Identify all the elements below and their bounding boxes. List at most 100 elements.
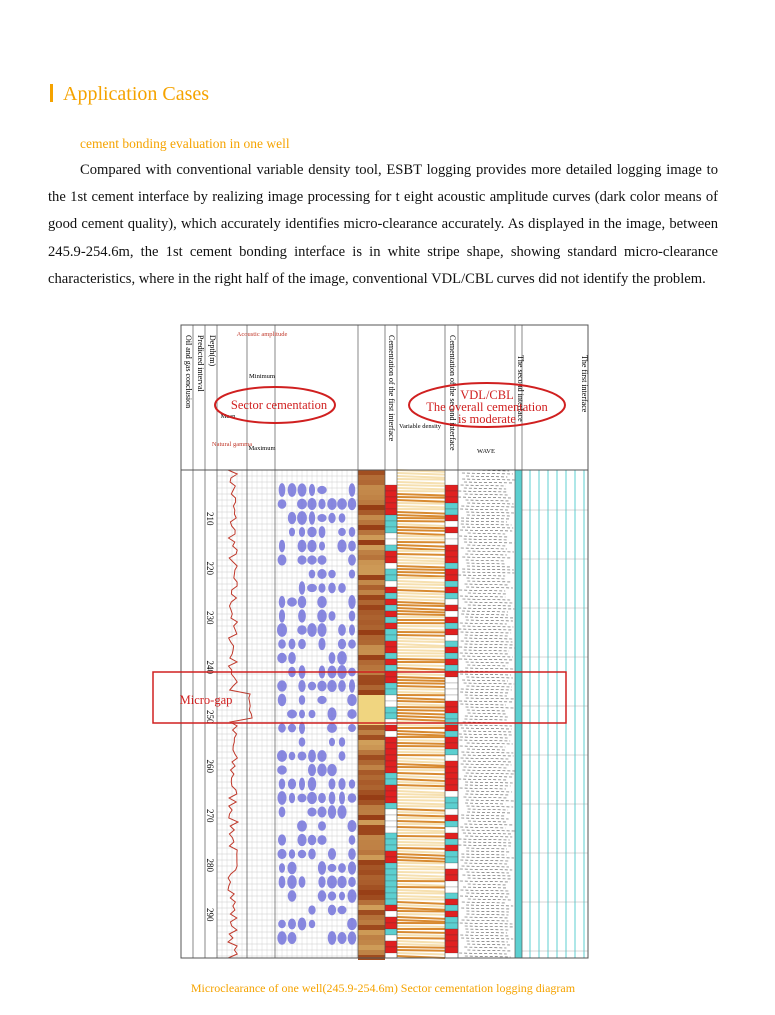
image-stripe xyxy=(358,780,385,785)
amplitude-blob xyxy=(307,498,317,510)
image-stripe xyxy=(358,645,385,650)
image-stripe xyxy=(358,525,385,530)
image-stripe xyxy=(358,805,385,810)
amplitude-blob xyxy=(297,555,307,565)
vdl-line xyxy=(396,499,446,503)
wave-line xyxy=(465,904,514,907)
wave-line xyxy=(465,799,515,802)
wave-line xyxy=(467,712,507,715)
amplitude-blob xyxy=(278,723,286,733)
wave-line xyxy=(464,862,508,865)
wave-line xyxy=(466,940,508,943)
annotation-text: VDL/CBL xyxy=(460,388,513,402)
amplitude-blob xyxy=(308,848,316,860)
amplitude-blob xyxy=(287,597,297,607)
vdl-line xyxy=(396,640,446,644)
cement-block xyxy=(384,928,398,936)
amplitude-blob xyxy=(277,791,287,805)
amplitude-blob xyxy=(287,932,297,944)
cement-block xyxy=(444,838,459,846)
cement-block xyxy=(444,910,459,918)
amplitude-blob xyxy=(287,723,297,733)
wave-line xyxy=(458,607,515,610)
wave-line xyxy=(467,580,512,583)
wave-line xyxy=(466,742,513,745)
amplitude-blob xyxy=(317,861,327,875)
vdl-line xyxy=(396,481,446,485)
vdl-line xyxy=(396,802,446,806)
vdl-line xyxy=(396,847,446,850)
cement-block xyxy=(444,550,459,558)
amplitude-blob xyxy=(307,583,317,593)
vdl-line xyxy=(396,877,446,881)
subtitle: cement bonding evaluation in one well xyxy=(80,136,290,151)
vdl-line xyxy=(396,730,446,734)
wave-line xyxy=(461,751,514,754)
vdl-line xyxy=(396,715,446,719)
amplitude-blob xyxy=(287,709,297,719)
image-stripe xyxy=(358,815,385,820)
amplitude-blob xyxy=(338,863,346,873)
amplitude-blob xyxy=(277,693,287,707)
cement-block xyxy=(384,634,398,642)
image-stripe xyxy=(358,500,385,505)
vdl-line xyxy=(396,607,446,611)
wave-line xyxy=(462,526,514,529)
image-stripe xyxy=(358,630,385,635)
amplitude-blob xyxy=(278,919,286,929)
wave-line xyxy=(461,817,509,820)
wave-line xyxy=(464,634,508,637)
cement-block xyxy=(384,574,398,582)
vdl-line xyxy=(396,472,446,476)
cement-block xyxy=(384,790,398,798)
amplitude-blob xyxy=(298,777,306,791)
image-stripe xyxy=(358,885,385,890)
vdl-line xyxy=(396,775,446,779)
cement-block xyxy=(384,508,398,516)
wave-line xyxy=(462,625,514,628)
image-stripe xyxy=(358,845,385,850)
cement-block xyxy=(444,592,459,600)
cement-block xyxy=(384,850,398,858)
vdl-line xyxy=(396,685,446,688)
cement-block xyxy=(384,940,398,948)
amplitude-blob xyxy=(318,792,326,804)
amplitude-blob xyxy=(337,651,347,665)
amplitude-blob xyxy=(278,483,286,497)
cement-block xyxy=(384,718,398,726)
image-stripe xyxy=(358,520,385,525)
wave-line xyxy=(461,937,514,940)
cement-block xyxy=(444,916,459,924)
image-stripe xyxy=(358,785,385,790)
amplitude-blob xyxy=(307,526,317,538)
amplitude-blob xyxy=(277,652,287,664)
amplitude-blob xyxy=(277,680,287,692)
cement-block xyxy=(444,706,459,714)
wave-line xyxy=(467,550,514,553)
wave-line xyxy=(464,823,515,826)
amplitude-blob xyxy=(328,652,336,664)
wave-line xyxy=(462,679,508,682)
cement-block xyxy=(444,928,459,936)
wave-line xyxy=(465,499,511,502)
cement-block xyxy=(384,700,398,708)
wave-line xyxy=(461,517,511,520)
cement-block xyxy=(444,694,459,702)
image-stripe xyxy=(358,880,385,885)
image-stripe xyxy=(358,855,385,860)
wave-line xyxy=(462,571,515,574)
wave-line xyxy=(462,478,515,481)
wave-line xyxy=(458,838,510,841)
cement-block xyxy=(384,652,398,660)
cement-block xyxy=(444,586,459,594)
wave-line xyxy=(462,655,514,658)
wave-line xyxy=(459,895,508,898)
wave-line xyxy=(466,586,513,589)
amplitude-blob xyxy=(347,709,357,719)
vdl-line xyxy=(396,526,446,530)
cement-block xyxy=(444,688,459,696)
vdl-line xyxy=(396,760,446,764)
amplitude-blob xyxy=(317,835,327,845)
amplitude-blob xyxy=(348,624,356,636)
header-label: WAVE xyxy=(477,448,495,455)
